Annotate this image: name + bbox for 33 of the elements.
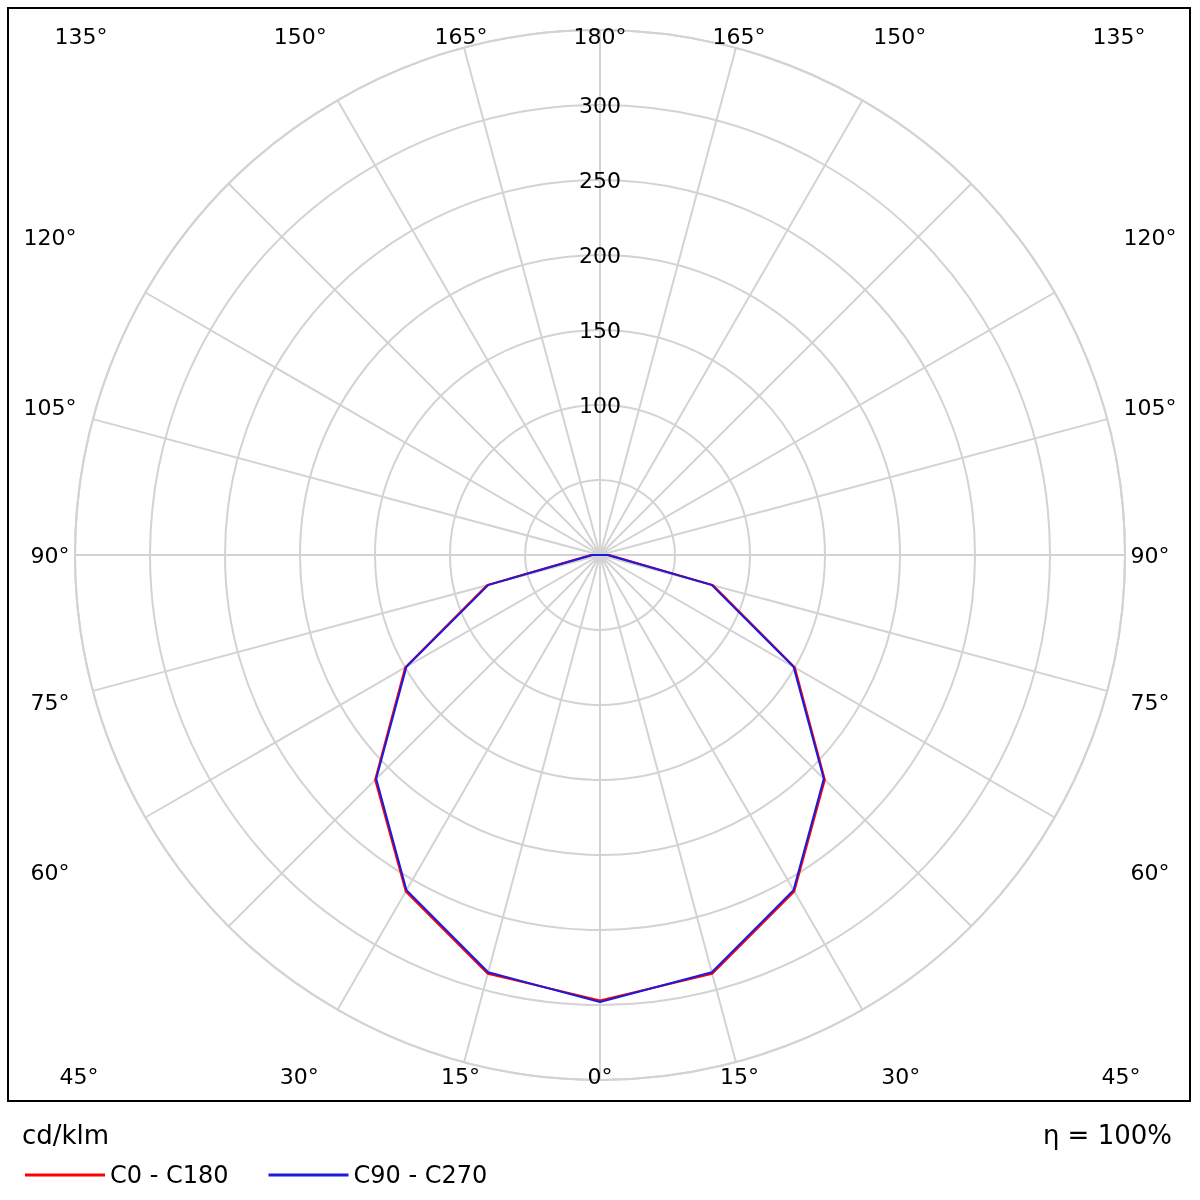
spoke-label: 165° [434,23,488,49]
text: η = 100% [1042,1120,1172,1150]
spoke-label: 15° [440,1063,480,1089]
spoke-label: 105° [1123,395,1177,421]
spoke-label: 120° [23,224,77,250]
y-tick-label: 300 [579,92,621,118]
y-tick-label: 100 [579,392,621,418]
spoke-label: 150° [273,23,327,49]
spoke-label: 135° [54,23,108,49]
spoke-label: 180° [573,23,627,49]
spoke-label: 45° [59,1063,99,1089]
spoke-label: 135° [1092,23,1146,49]
y-tick-label: 250 [579,167,621,193]
spoke-label: 90° [1130,542,1170,568]
spoke-label: 120° [1123,224,1177,250]
spoke-label: 0° [587,1063,613,1089]
spoke-label: 165° [712,23,766,49]
spoke-label: 105° [23,395,77,421]
spoke-label: 60° [30,860,70,886]
spoke-label: 75° [30,689,70,715]
text: cd/klm [22,1120,110,1150]
y-tick-label: 200 [579,242,621,268]
spoke-label: 150° [873,23,927,49]
spoke-label: 60° [1130,860,1170,886]
spoke-label: 75° [1130,689,1170,715]
spoke-label: 30° [279,1063,319,1089]
spoke-label: 90° [30,542,70,568]
spoke-label: 45° [1101,1063,1141,1089]
legend-label: C90 - C270 [353,1161,488,1189]
y-tick-label: 150 [579,317,621,343]
spoke-label: 30° [881,1063,921,1089]
spoke-label: 15° [720,1063,760,1089]
legend-label: C0 - C180 [110,1161,229,1189]
